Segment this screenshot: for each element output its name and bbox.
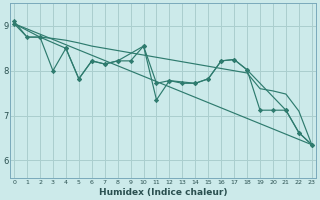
X-axis label: Humidex (Indice chaleur): Humidex (Indice chaleur) xyxy=(99,188,227,197)
